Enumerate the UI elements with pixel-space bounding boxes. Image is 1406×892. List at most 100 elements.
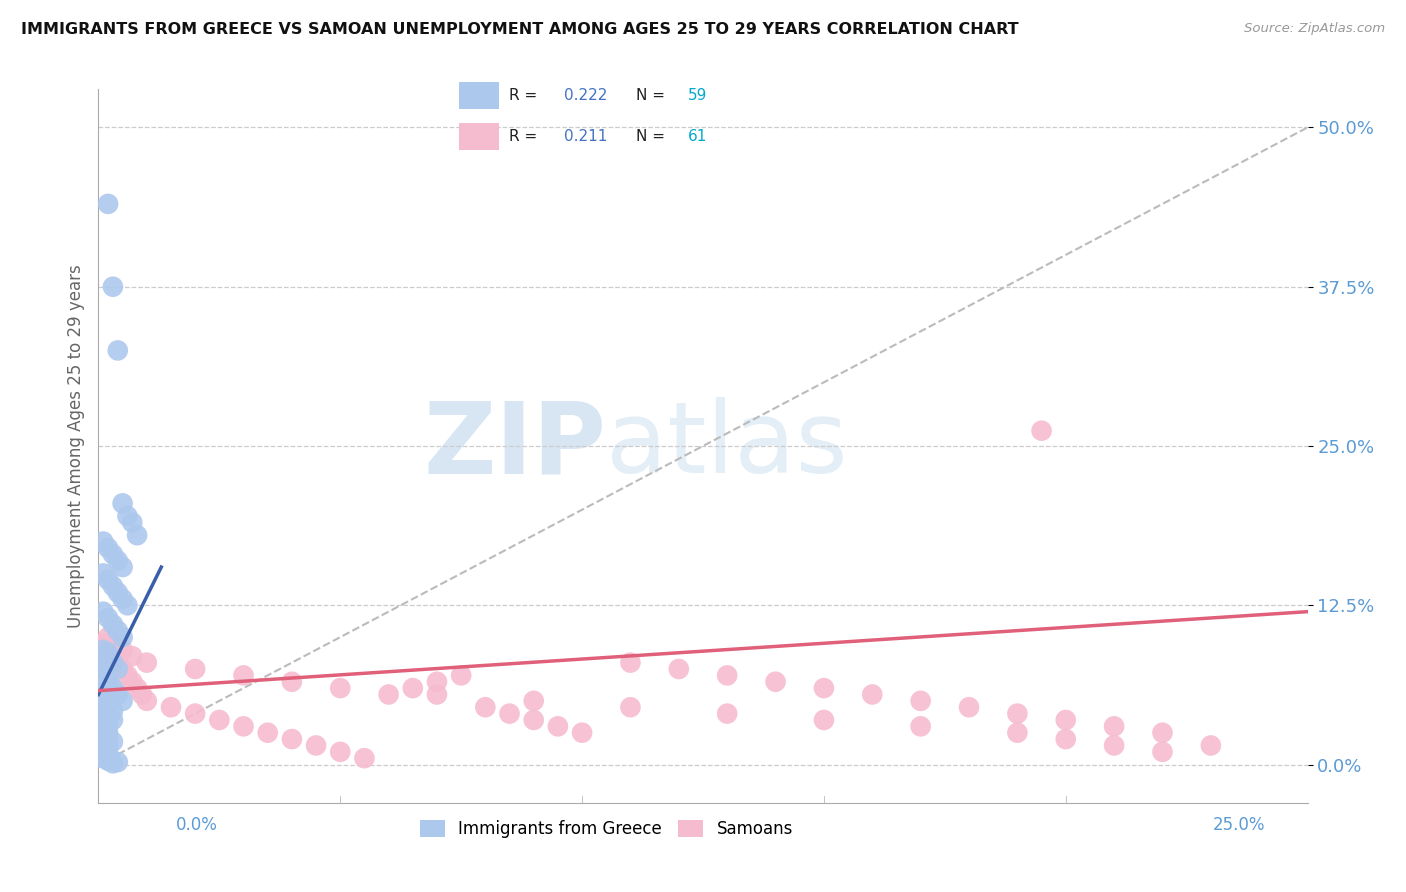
- Point: [101, 279, 124, 293]
- Point: [1007, 706, 1029, 721]
- Point: [353, 751, 375, 765]
- Point: [523, 713, 546, 727]
- Point: [91, 697, 114, 711]
- Point: [91, 534, 114, 549]
- Point: [208, 713, 231, 727]
- Point: [716, 668, 738, 682]
- Point: [97, 658, 120, 673]
- Point: [101, 734, 124, 748]
- Point: [91, 730, 114, 744]
- Point: [97, 674, 120, 689]
- Point: [426, 688, 449, 702]
- Point: [117, 599, 139, 613]
- Point: [329, 745, 352, 759]
- Point: [547, 719, 569, 733]
- Point: [450, 668, 472, 682]
- Point: [97, 541, 120, 555]
- Point: [107, 755, 129, 769]
- Point: [111, 662, 134, 676]
- Point: [668, 662, 690, 676]
- Point: [91, 665, 114, 680]
- Point: [97, 643, 120, 657]
- Point: [91, 715, 114, 730]
- Point: [107, 585, 129, 599]
- Point: [91, 653, 114, 667]
- Point: [111, 630, 134, 644]
- Point: [97, 674, 120, 689]
- Point: [1152, 725, 1174, 739]
- Point: [91, 643, 114, 657]
- Point: [97, 573, 120, 587]
- FancyBboxPatch shape: [460, 123, 499, 150]
- Point: [101, 713, 124, 727]
- Text: 0.0%: 0.0%: [176, 816, 218, 834]
- Point: [91, 605, 114, 619]
- Point: [97, 709, 120, 723]
- Point: [91, 722, 114, 736]
- Point: [184, 662, 207, 676]
- Point: [97, 719, 120, 733]
- Point: [813, 681, 835, 695]
- Point: [107, 688, 129, 702]
- Point: [111, 643, 134, 657]
- Point: [107, 554, 129, 568]
- Point: [377, 688, 399, 702]
- Point: [91, 739, 114, 753]
- Point: [232, 668, 254, 682]
- Point: [131, 688, 153, 702]
- Point: [121, 516, 143, 530]
- Point: [101, 681, 124, 695]
- Point: [107, 624, 129, 638]
- Point: [716, 706, 738, 721]
- Point: [305, 739, 328, 753]
- Point: [101, 579, 124, 593]
- Point: [107, 662, 129, 676]
- Point: [232, 719, 254, 733]
- Point: [281, 732, 304, 747]
- Point: [111, 560, 134, 574]
- Point: [97, 645, 120, 659]
- Point: [1054, 713, 1077, 727]
- Text: atlas: atlas: [606, 398, 848, 494]
- Point: [107, 343, 129, 358]
- Text: R =: R =: [509, 88, 541, 103]
- Point: [97, 630, 120, 644]
- Point: [101, 756, 124, 771]
- Point: [1152, 745, 1174, 759]
- Point: [135, 694, 157, 708]
- Point: [91, 566, 114, 581]
- Point: [426, 674, 449, 689]
- Point: [117, 668, 139, 682]
- Point: [765, 674, 787, 689]
- Point: [619, 700, 641, 714]
- Point: [101, 649, 124, 664]
- Point: [97, 700, 120, 714]
- Text: IMMIGRANTS FROM GREECE VS SAMOAN UNEMPLOYMENT AMONG AGES 25 TO 29 YEARS CORRELAT: IMMIGRANTS FROM GREECE VS SAMOAN UNEMPLO…: [21, 22, 1019, 37]
- Point: [474, 700, 496, 714]
- FancyBboxPatch shape: [460, 82, 499, 109]
- Point: [111, 496, 134, 510]
- Text: 0.211: 0.211: [564, 129, 607, 144]
- Text: N =: N =: [636, 88, 669, 103]
- Point: [121, 649, 143, 664]
- Point: [97, 741, 120, 756]
- Point: [101, 656, 124, 670]
- Point: [117, 509, 139, 524]
- Point: [97, 649, 120, 664]
- Legend: Immigrants from Greece, Samoans: Immigrants from Greece, Samoans: [413, 813, 800, 845]
- Point: [619, 656, 641, 670]
- Point: [813, 713, 835, 727]
- Text: 0.222: 0.222: [564, 88, 607, 103]
- Text: 25.0%: 25.0%: [1213, 816, 1265, 834]
- Point: [860, 688, 883, 702]
- Y-axis label: Unemployment Among Ages 25 to 29 years: Unemployment Among Ages 25 to 29 years: [66, 264, 84, 628]
- Point: [97, 725, 120, 739]
- Point: [97, 754, 120, 768]
- Point: [91, 751, 114, 765]
- Point: [97, 732, 120, 747]
- Point: [957, 700, 980, 714]
- Text: N =: N =: [636, 129, 669, 144]
- Point: [111, 591, 134, 606]
- Point: [97, 747, 120, 762]
- Point: [97, 611, 120, 625]
